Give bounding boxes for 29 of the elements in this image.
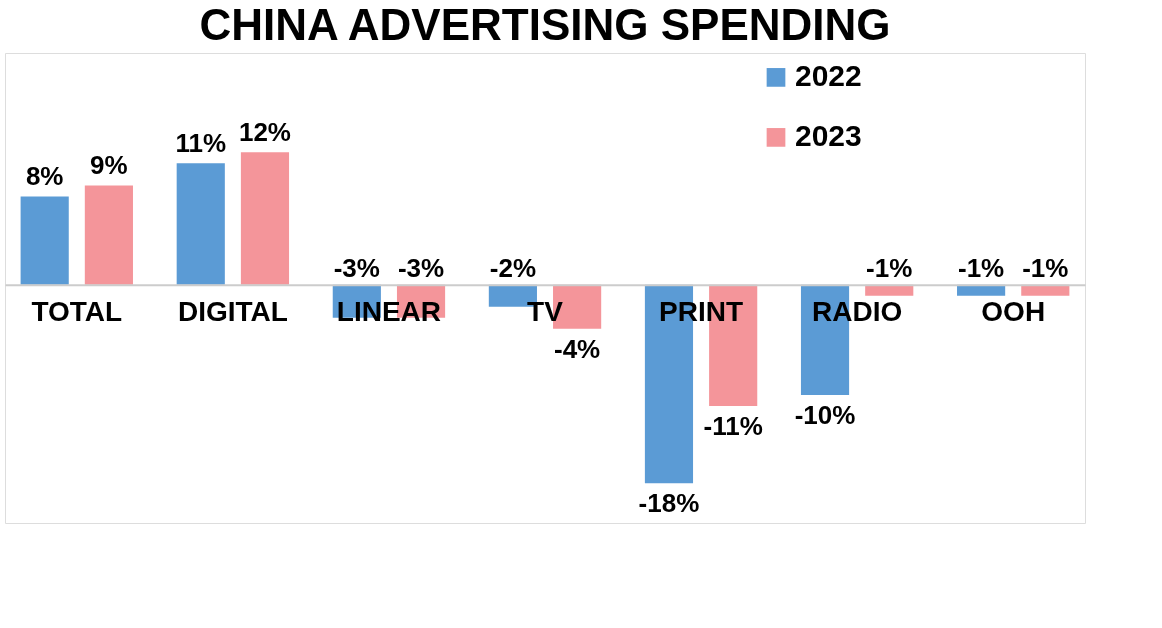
- bar: [20, 196, 69, 285]
- bar: [84, 185, 133, 285]
- x-tick-label: LINEAR: [336, 296, 442, 328]
- data-label: 11%: [175, 128, 227, 159]
- x-tick-label: TOTAL: [31, 296, 123, 328]
- data-label: 8%: [25, 161, 64, 192]
- legend-label: 2023: [795, 119, 862, 153]
- bar: [240, 152, 290, 285]
- x-tick-label: TV: [527, 296, 564, 328]
- chart-title: CHINA ADVERTISING SPENDING: [199, 0, 891, 49]
- data-label: -1%: [1022, 252, 1069, 283]
- x-tick-label: DIGITAL: [177, 296, 288, 328]
- data-label: -3%: [333, 252, 380, 283]
- data-label: 9%: [90, 150, 128, 181]
- bar: [957, 284, 1006, 296]
- data-label: -1%: [957, 252, 1005, 283]
- data-label: -10%: [794, 400, 856, 431]
- bar: [1021, 284, 1070, 296]
- data-label: -2%: [489, 252, 537, 283]
- bar: [865, 284, 914, 296]
- legend-label: 2022: [795, 59, 862, 93]
- data-label: -4%: [553, 333, 601, 364]
- data-label: -3%: [397, 252, 445, 283]
- data-label: -1%: [866, 252, 913, 283]
- data-label: -11%: [703, 411, 763, 442]
- data-label: -18%: [638, 488, 700, 519]
- bar: [176, 163, 225, 285]
- x-tick-label: OOH: [981, 296, 1046, 328]
- data-label: 12%: [238, 117, 291, 148]
